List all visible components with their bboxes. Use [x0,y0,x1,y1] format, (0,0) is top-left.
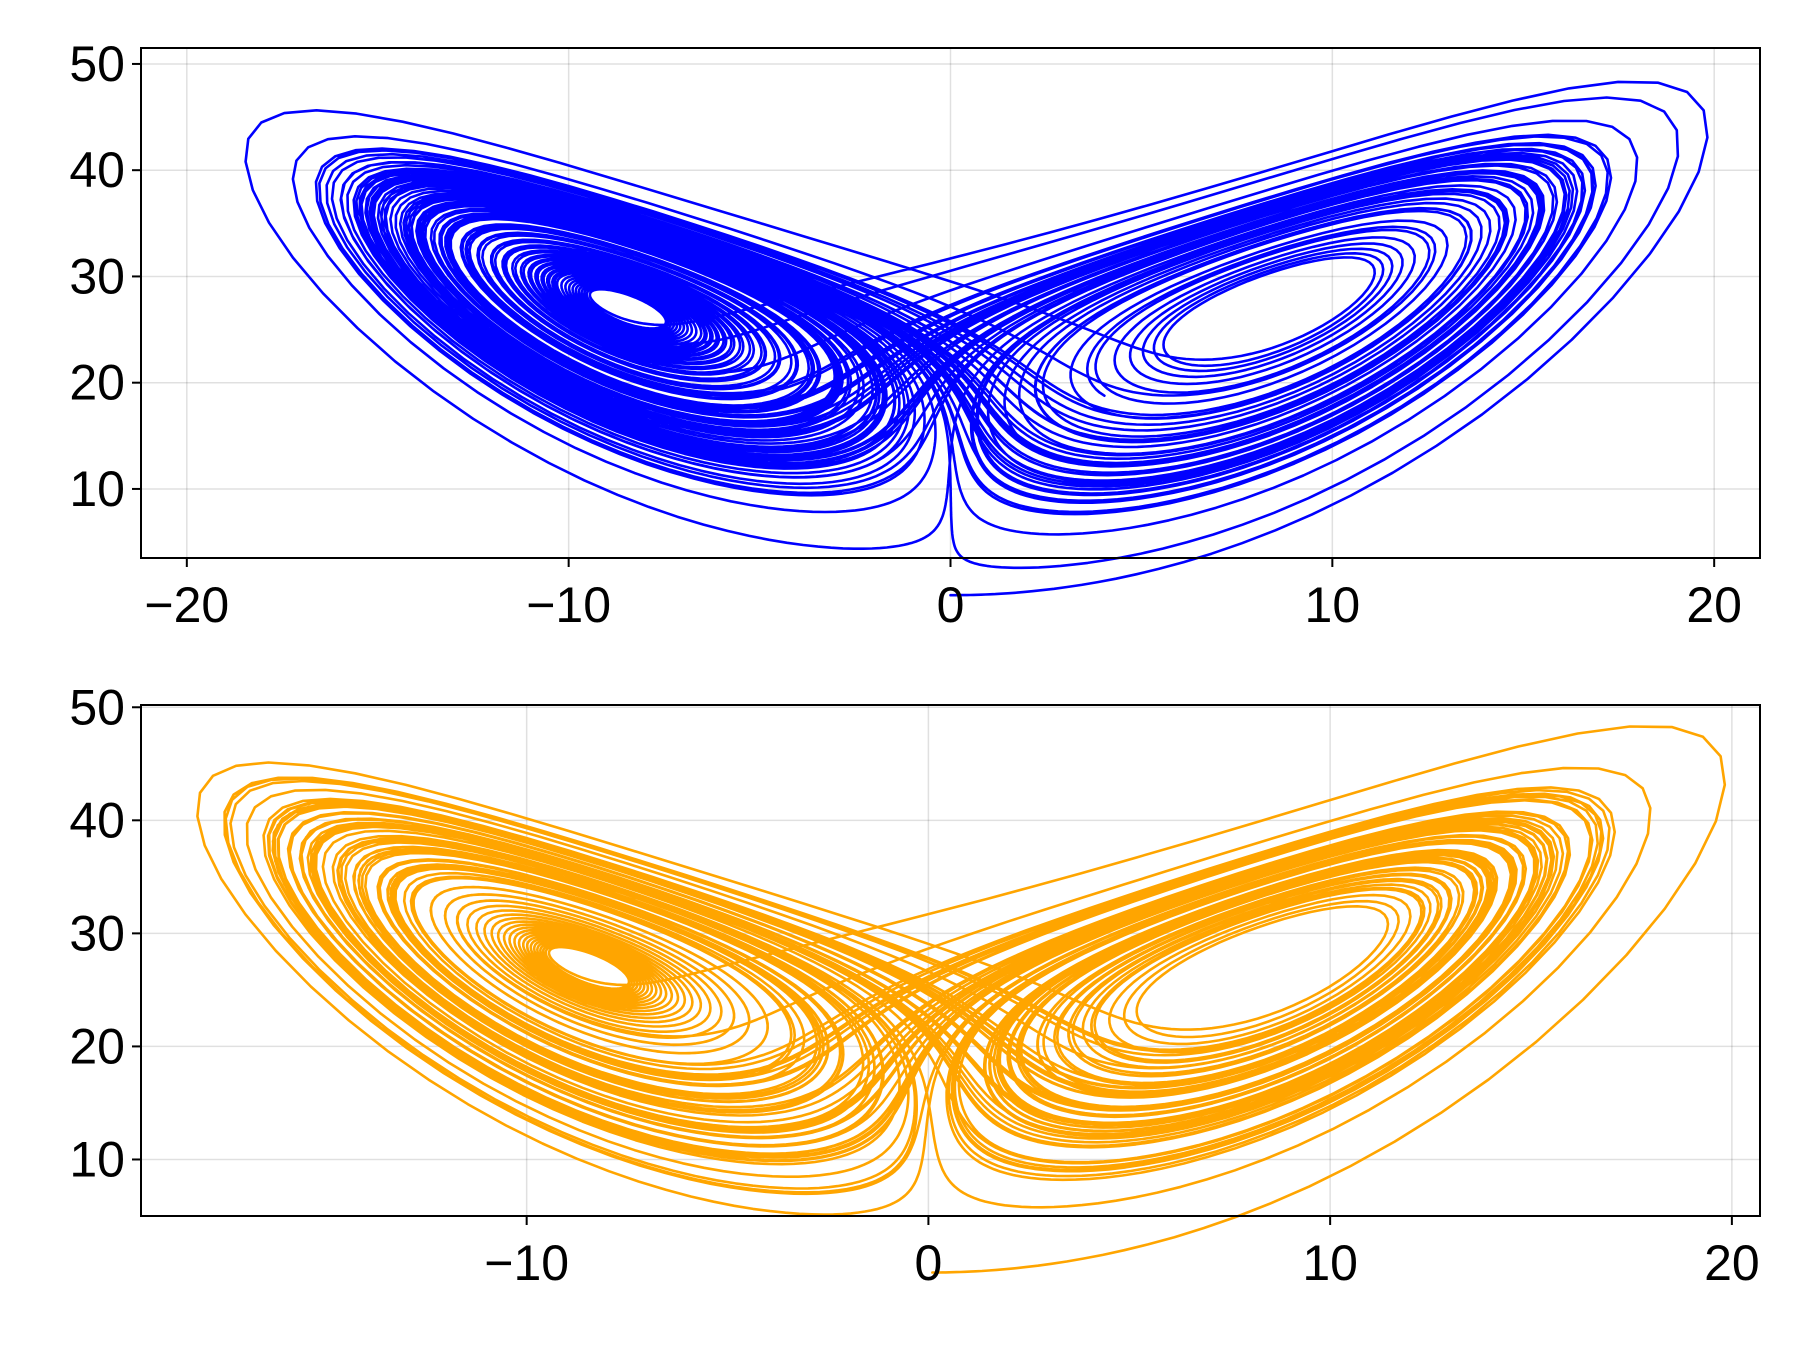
bottom-y-tick-label: 10 [69,1131,125,1187]
bottom-series-line [196,725,1727,1274]
bottom-y-tick-label: 20 [69,1018,125,1074]
bottom-panel: −10 0 10 20 10 20 30 40 50 [69,679,1761,1291]
top-y-tick-label: 50 [69,36,125,92]
bottom-x-tick-label: −10 [484,1235,569,1291]
top-y-tick-label: 30 [69,248,125,304]
top-x-tick-label: 20 [1686,577,1742,633]
bottom-y-tick-label: 30 [69,905,125,961]
bottom-y-tick-label: 50 [69,679,125,735]
top-y-tick-label: 40 [69,142,125,198]
top-panel: −20 −10 0 10 20 10 20 30 40 50 [69,36,1761,633]
top-x-tick-label: 0 [937,577,965,633]
bottom-x-tick-label: 10 [1302,1235,1358,1291]
bottom-y-tick-label: 40 [69,792,125,848]
top-y-tick-label: 10 [69,461,125,517]
bottom-x-tick-label: 20 [1704,1235,1760,1291]
top-series-line [244,80,1709,597]
top-x-tick-label: 10 [1305,577,1361,633]
bottom-x-tick-label: 0 [914,1235,942,1291]
bottom-plot-frame [140,704,1761,1217]
top-x-tick-label: −20 [144,577,229,633]
top-y-tick-label: 20 [69,355,125,411]
top-x-tick-label: −10 [526,577,611,633]
